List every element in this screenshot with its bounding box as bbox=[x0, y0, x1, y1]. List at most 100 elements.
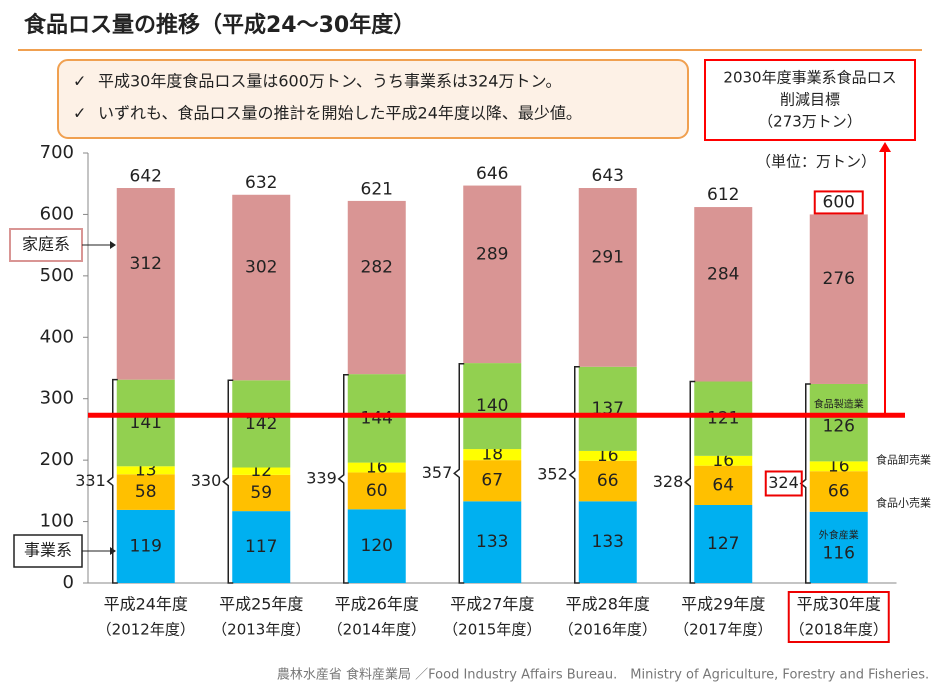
y-tick-label: 700 bbox=[40, 142, 74, 163]
bar-segment bbox=[347, 200, 406, 375]
bar-segment bbox=[116, 379, 175, 467]
target-label: 2030年度事業系食品ロス bbox=[723, 69, 896, 87]
value-label: 276 bbox=[823, 269, 855, 289]
group-arrowhead bbox=[110, 241, 116, 249]
bar-segment bbox=[694, 207, 753, 382]
business-total-label: 357 bbox=[422, 463, 453, 482]
y-tick-label: 100 bbox=[40, 511, 74, 532]
bar-segment bbox=[232, 380, 291, 468]
business-brace bbox=[453, 362, 465, 584]
bar-segment bbox=[694, 455, 753, 466]
footer: 農林水産省 食料産業局 ／Food Industry Affairs Burea… bbox=[277, 667, 929, 683]
y-tick-label: 0 bbox=[63, 572, 74, 593]
total-label: 612 bbox=[707, 185, 739, 205]
bullet-mark: ✓ bbox=[73, 104, 86, 123]
business-total-label: 339 bbox=[306, 468, 337, 487]
bar-segment bbox=[463, 449, 522, 461]
business-total-label: 324 bbox=[768, 473, 799, 492]
target-arrowhead bbox=[879, 142, 891, 152]
x-tick-label: 平成30年度 bbox=[797, 595, 881, 614]
bar-segment bbox=[694, 465, 753, 505]
value-label: 141 bbox=[130, 413, 162, 433]
value-label: 116 bbox=[823, 543, 855, 563]
target-box bbox=[704, 59, 916, 141]
target-label: （273万トン） bbox=[758, 113, 862, 131]
bar-segment bbox=[232, 194, 291, 381]
business-total-label: 352 bbox=[537, 464, 568, 483]
unit-label: （単位：万トン） bbox=[756, 153, 876, 171]
value-label: 133 bbox=[592, 532, 624, 552]
series-label: 食品小売業 bbox=[876, 495, 931, 509]
bar-segment bbox=[232, 474, 291, 512]
total-label: 642 bbox=[130, 167, 162, 187]
bar-segment bbox=[347, 462, 406, 473]
value-label: 312 bbox=[130, 254, 162, 274]
value-label: 291 bbox=[592, 247, 624, 267]
bullet-mark: ✓ bbox=[73, 72, 86, 91]
value-label: 282 bbox=[361, 258, 393, 278]
business-total-label: 328 bbox=[653, 472, 684, 491]
group-box bbox=[13, 534, 83, 568]
value-label: 126 bbox=[823, 417, 855, 437]
target-label: 削減目標 bbox=[780, 91, 840, 109]
x-tick-label: （2017年度） bbox=[674, 621, 772, 639]
business-brace bbox=[684, 380, 696, 584]
highlight-box bbox=[764, 470, 803, 497]
x-tick-label: （2012年度） bbox=[97, 621, 195, 639]
x-tick-label: （2015年度） bbox=[443, 621, 541, 639]
x-tick-label: （2014年度） bbox=[328, 621, 426, 639]
business-brace bbox=[106, 378, 118, 584]
bar-segment bbox=[463, 363, 522, 450]
value-label: 121 bbox=[707, 409, 739, 429]
x-tick-label: 平成28年度 bbox=[566, 595, 650, 614]
bar-segment bbox=[463, 185, 522, 364]
bar-segment bbox=[694, 504, 753, 583]
group-arrowhead bbox=[110, 547, 116, 555]
value-label: 127 bbox=[707, 534, 739, 554]
group-label: 事業系 bbox=[24, 541, 72, 560]
bar-segment bbox=[809, 511, 868, 583]
bar-segment bbox=[578, 460, 637, 502]
total-label: 621 bbox=[361, 180, 393, 200]
value-label: 284 bbox=[707, 264, 739, 284]
x-tick-label: 平成26年度 bbox=[335, 595, 419, 614]
x-tick-label: 平成27年度 bbox=[450, 595, 534, 614]
bar-segment bbox=[116, 188, 175, 380]
highlight-box bbox=[813, 190, 864, 215]
business-total-label: 331 bbox=[75, 471, 106, 490]
bar-segment bbox=[809, 471, 868, 512]
value-label: 144 bbox=[361, 408, 393, 428]
bar-segment bbox=[809, 461, 868, 472]
bar-segment bbox=[578, 188, 637, 367]
bar-segment bbox=[232, 467, 291, 475]
x-tick-label: （2013年度） bbox=[212, 621, 310, 639]
summary-box bbox=[57, 59, 689, 139]
y-tick-label: 500 bbox=[40, 265, 74, 286]
business-total-label: 330 bbox=[191, 471, 222, 490]
value-label: 133 bbox=[476, 532, 508, 552]
bar-segment bbox=[116, 474, 175, 510]
bar-segment bbox=[809, 383, 868, 462]
value-label: 66 bbox=[828, 481, 850, 501]
business-brace bbox=[222, 379, 234, 584]
x-tick-label: （2018年度） bbox=[790, 621, 888, 639]
total-label: 600 bbox=[823, 192, 855, 212]
value-label: 289 bbox=[476, 244, 508, 264]
value-label: 66 bbox=[597, 471, 619, 491]
x-tick-label: 平成29年度 bbox=[681, 595, 765, 614]
value-label: 117 bbox=[245, 537, 277, 557]
value-label: 59 bbox=[250, 483, 272, 503]
series-label: 食品製造業 bbox=[814, 398, 864, 411]
value-label: 18 bbox=[481, 445, 503, 465]
bar-segment bbox=[347, 472, 406, 510]
value-label: 120 bbox=[361, 536, 393, 556]
highlight-box bbox=[787, 591, 890, 643]
bullet: 平成30年度食品ロス量は600万トン、うち事業系は324万トン。 bbox=[98, 72, 562, 91]
total-label: 632 bbox=[245, 173, 277, 193]
business-brace bbox=[568, 366, 580, 584]
bar-segment bbox=[578, 450, 637, 461]
y-tick-label: 400 bbox=[40, 326, 74, 347]
bar-segment bbox=[694, 381, 753, 456]
group-label: 家庭系 bbox=[22, 235, 70, 254]
